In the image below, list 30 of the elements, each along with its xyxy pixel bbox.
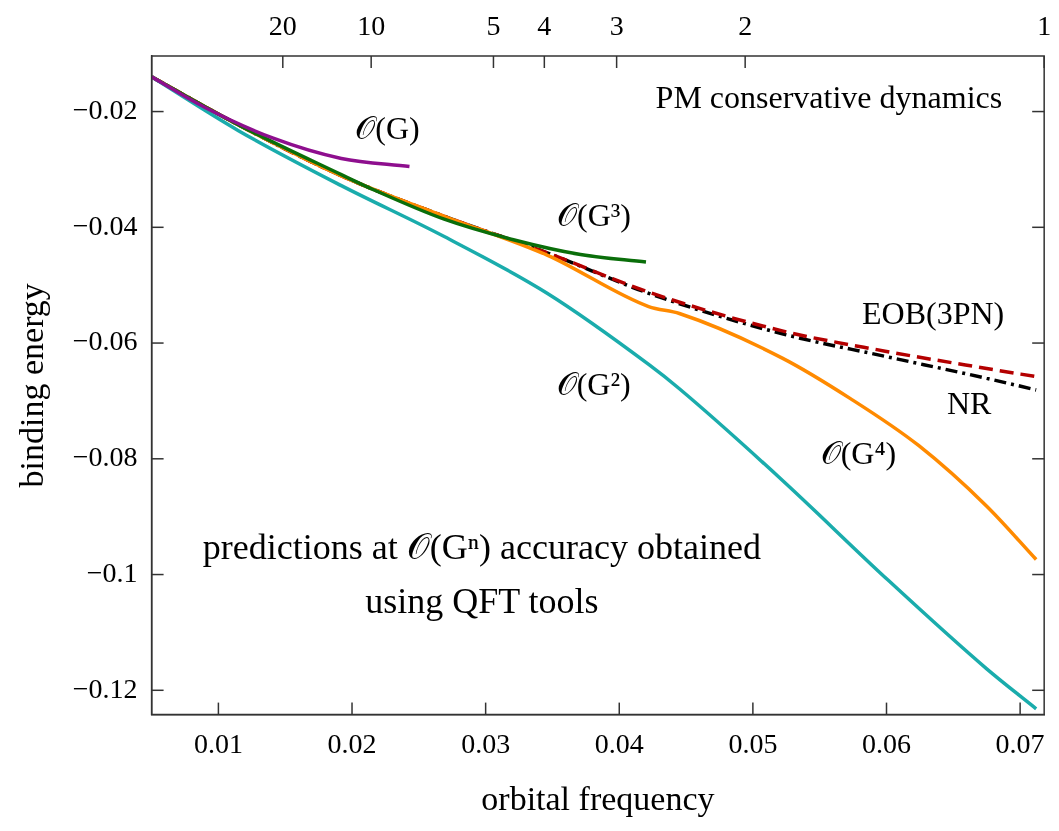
text: 1: [1037, 10, 1052, 42]
text: 4: [537, 10, 552, 42]
y-tick-label: −0.12: [72, 672, 138, 704]
text: 5: [486, 10, 501, 42]
annotation: predictions at 𝒪(Gⁿ) accuracy obtained using QFT tools: [202, 526, 761, 621]
annotation: PM conservative dynamics: [655, 79, 1003, 116]
x-tick-label: 0.07: [995, 727, 1045, 759]
series-label: 𝒪(G²): [556, 365, 631, 402]
x-tick-label: 0.03: [461, 727, 511, 759]
y-tick-label: −0.02: [72, 93, 138, 125]
series-label: NR: [946, 385, 993, 422]
y-tick-label: −0.06: [72, 325, 138, 357]
text: 20: [268, 10, 297, 42]
y-axis-title: binding energy: [13, 283, 51, 488]
text: 2: [738, 10, 753, 42]
text: 10: [357, 10, 386, 42]
x-tick-label: 0.05: [728, 727, 778, 759]
series-label: 𝒪(G): [355, 109, 420, 146]
y-tick-label: −0.04: [72, 209, 138, 241]
x-tick-label: 0.01: [193, 727, 243, 759]
x-tick-label: 0.06: [862, 727, 911, 759]
series-label: 𝒪(G⁴): [820, 435, 897, 472]
x-tick-label: 0.04: [594, 727, 644, 759]
series-label: 𝒪(G³): [556, 197, 631, 234]
x-axis-title: orbital frequency: [481, 779, 715, 817]
series-label: EOB(3PN): [862, 295, 1005, 332]
y-tick-label: −0.1: [86, 556, 138, 588]
x-tick-label: 0.02: [327, 727, 377, 759]
y-tick-label: −0.08: [72, 441, 138, 473]
text: 3: [609, 10, 624, 42]
